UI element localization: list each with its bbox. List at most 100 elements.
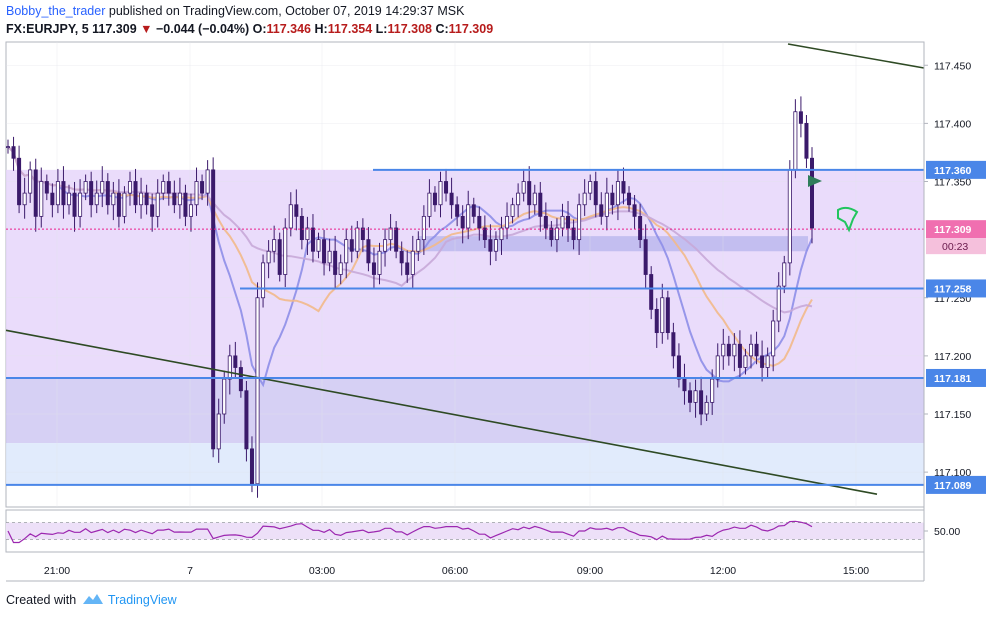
x-tick-label: 15:00 bbox=[843, 565, 869, 577]
zone-bottom bbox=[6, 443, 924, 485]
candle-up bbox=[39, 181, 44, 217]
candle-up bbox=[327, 250, 332, 264]
candle-down bbox=[299, 215, 304, 241]
publish-line: Bobby_the_trader published on TradingVie… bbox=[6, 4, 464, 18]
candle-down bbox=[726, 343, 731, 357]
candle-down bbox=[543, 215, 548, 229]
candle-down bbox=[527, 181, 532, 206]
candle-down bbox=[333, 250, 338, 275]
candle-down bbox=[632, 204, 637, 217]
candle-up bbox=[22, 192, 27, 206]
candle-down bbox=[482, 227, 487, 241]
candle-up bbox=[266, 250, 271, 264]
candle-up bbox=[493, 239, 498, 252]
candle-up bbox=[710, 378, 715, 403]
candle-up bbox=[749, 343, 754, 357]
candle-up bbox=[732, 343, 737, 357]
candle-up bbox=[560, 215, 565, 229]
last-price-label: 117.309 bbox=[934, 224, 972, 236]
publish-text: published on TradingView.com, October 07… bbox=[108, 4, 465, 18]
candle-up bbox=[782, 262, 787, 287]
candle-up bbox=[94, 192, 99, 206]
candle-down bbox=[643, 239, 648, 275]
tradingview-brand-link[interactable]: TradingView bbox=[107, 593, 177, 607]
candle-down bbox=[593, 181, 598, 206]
candle-up bbox=[6, 146, 11, 149]
candle-up bbox=[288, 204, 293, 229]
x-tick-label: 21:00 bbox=[44, 565, 70, 577]
candle-down bbox=[116, 192, 121, 217]
last-price-text: 117.309 bbox=[92, 22, 137, 36]
candle-down bbox=[349, 239, 354, 252]
down-arrow-icon: ▼ bbox=[140, 22, 153, 36]
candle-down bbox=[699, 390, 704, 415]
candle-down bbox=[621, 181, 626, 194]
countdown-label: 00:23 bbox=[942, 241, 968, 253]
candle-down bbox=[394, 227, 399, 252]
candle-down bbox=[61, 181, 66, 206]
change-text: −0.044 (−0.04%) bbox=[156, 22, 250, 36]
candle-down bbox=[682, 378, 687, 392]
level-price-label: 117.258 bbox=[934, 283, 972, 295]
consolidation-box bbox=[418, 236, 808, 252]
candle-up bbox=[338, 262, 343, 275]
candle-down bbox=[172, 192, 177, 206]
author-link[interactable]: Bobby_the_trader bbox=[6, 4, 106, 18]
candle-up bbox=[283, 227, 288, 275]
x-tick-label: 03:00 bbox=[309, 565, 335, 577]
candle-down bbox=[72, 192, 77, 217]
level-price-label: 117.181 bbox=[934, 373, 972, 385]
symbol-label[interactable]: FX:EURJPY, 5 bbox=[6, 22, 89, 36]
candle-down bbox=[649, 274, 654, 310]
level-price-badge bbox=[926, 475, 986, 494]
rsi-axis-label: 50.00 bbox=[934, 526, 960, 538]
pointer-arrow-icon bbox=[808, 175, 822, 187]
candle-up bbox=[743, 355, 748, 368]
candle-up bbox=[222, 378, 227, 415]
level-price-label: 117.089 bbox=[934, 480, 972, 492]
candle-up bbox=[122, 192, 127, 217]
candle-up bbox=[771, 320, 776, 357]
candle-up bbox=[721, 343, 726, 357]
candle-up bbox=[793, 111, 798, 171]
top-trend-line bbox=[787, 43, 925, 69]
candle-down bbox=[798, 111, 803, 124]
candle-up bbox=[355, 227, 360, 252]
candle-up bbox=[421, 215, 426, 241]
high-value: 117.354 bbox=[327, 22, 373, 36]
candle-down bbox=[488, 239, 493, 252]
candle-down bbox=[538, 192, 543, 217]
level-price-badge bbox=[926, 368, 986, 387]
zone-lower bbox=[6, 377, 924, 444]
symbol-legend: FX:EURJPY, 5 117.309 ▼ −0.044 (−0.04%) O… bbox=[6, 22, 493, 36]
candle-down bbox=[211, 169, 216, 450]
candle-down bbox=[549, 227, 554, 241]
candle-down bbox=[754, 343, 759, 357]
open-label: O: bbox=[252, 22, 267, 36]
candle-up bbox=[188, 204, 193, 217]
candle-up bbox=[554, 227, 559, 241]
rsi-line bbox=[7, 520, 813, 544]
candle-down bbox=[200, 181, 205, 194]
candle-up bbox=[577, 204, 582, 241]
candle-up bbox=[111, 192, 116, 206]
candle-up bbox=[704, 401, 709, 415]
created-with-text: Created with bbox=[6, 593, 77, 607]
candle-up bbox=[383, 239, 388, 252]
candle-up bbox=[516, 192, 521, 206]
low-value: 117.308 bbox=[387, 22, 432, 36]
candle-up bbox=[388, 227, 393, 241]
candle-up bbox=[377, 250, 382, 275]
candle-down bbox=[571, 227, 576, 241]
candle-down bbox=[150, 204, 155, 217]
candle-up bbox=[765, 355, 770, 368]
tradingview-logo-icon bbox=[82, 593, 103, 608]
candle-down bbox=[405, 262, 410, 275]
candle-down bbox=[599, 204, 604, 217]
candle-up bbox=[588, 181, 593, 194]
candle-up bbox=[255, 297, 260, 485]
candle-down bbox=[183, 192, 188, 217]
candle-down bbox=[310, 227, 315, 252]
candle-down bbox=[366, 239, 371, 264]
